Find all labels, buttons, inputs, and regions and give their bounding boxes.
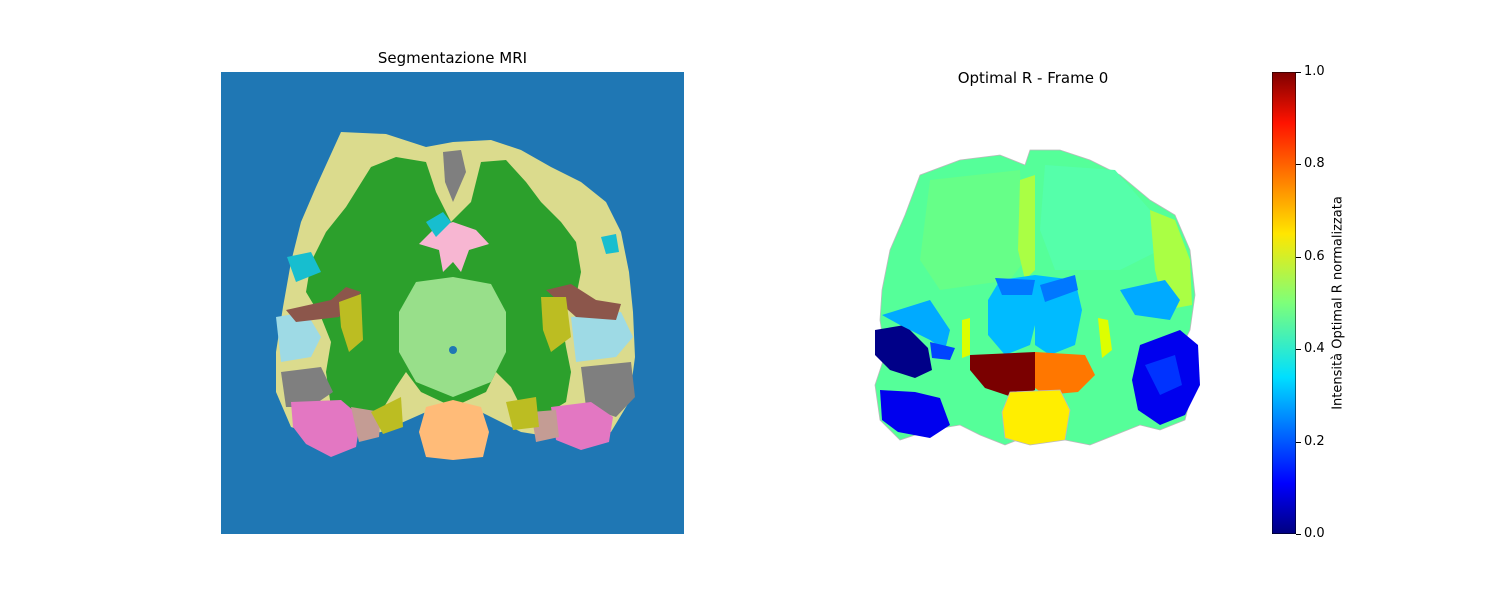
segmentation-title: Segmentazione MRI [377,49,528,67]
tick-mark [1296,349,1301,350]
optimal-r-map [874,149,1200,446]
colorbar-tick-label: 0.6 [1304,249,1325,264]
colorbar [1272,72,1296,534]
tick-mark [1296,72,1301,73]
tick-mark [1296,257,1301,258]
optimal-r-title: Optimal R - Frame 0 [957,69,1109,87]
colorbar-label: Intensità Optimal R normalizzata [1330,196,1346,410]
colorbar-tick-label: 0.0 [1304,526,1325,541]
segmentation-image [221,72,684,534]
colorbar-tick-label: 0.8 [1304,156,1325,171]
colorbar-tick-label: 1.0 [1304,64,1325,79]
colorbar-tick-label: 0.4 [1304,341,1325,356]
tick-mark [1296,534,1301,535]
colorbar-tick-label: 0.2 [1304,434,1325,449]
tick-mark [1296,164,1301,165]
tick-mark [1296,442,1301,443]
